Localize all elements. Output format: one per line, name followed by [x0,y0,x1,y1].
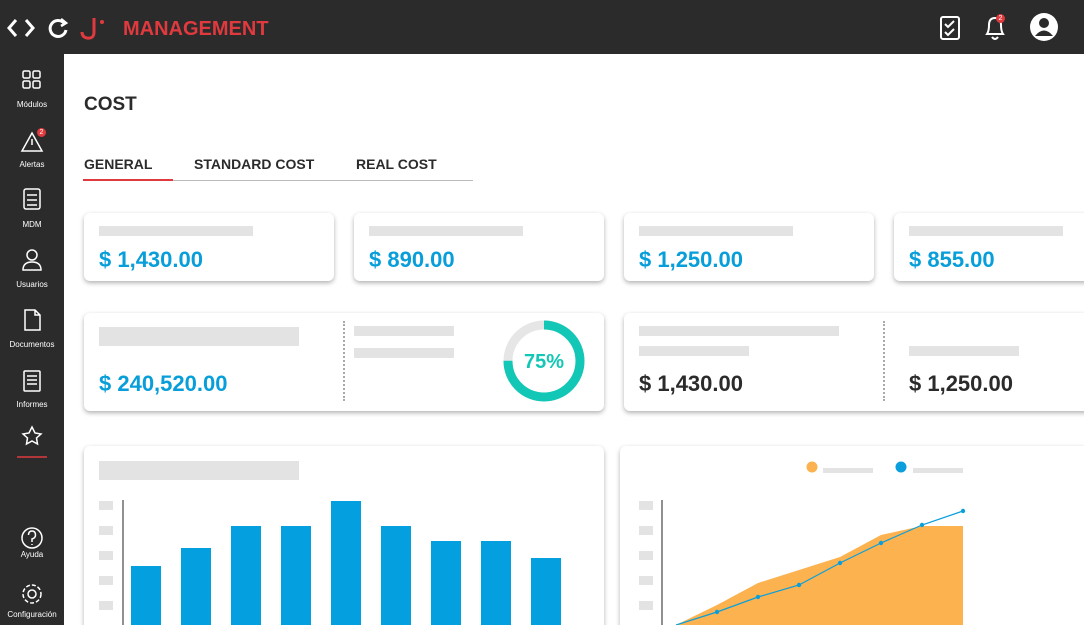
tasks-icon[interactable] [938,12,962,42]
sidebar-icons [17,70,47,604]
card-value: $ 1,430.00 [639,371,743,396]
summary-card: $ 890.00 [354,213,604,281]
sidebar-item[interactable]: Usuarios [16,280,48,289]
sidebar-item[interactable]: Alertas [19,160,45,169]
sidebar-item[interactable]: Documentos [9,340,55,349]
tab-active [83,179,173,181]
sidebar: 2 Módulos Alertas MDM Usuarios Documento… [0,54,64,625]
progress-label: 75% [524,351,565,373]
tab-rule [83,180,473,181]
card-value: $ 855.00 [909,247,995,272]
bar-chart-card [84,446,604,625]
sidebar-item[interactable]: Configuración [7,610,57,619]
bell-icon[interactable] [982,14,1008,42]
tab[interactable]: GENERAL [84,156,153,172]
tab[interactable]: STANDARD COST [194,156,315,172]
area-chart-card [620,446,1084,625]
total-card: $ 240,520.00 75% [84,313,604,411]
card-value: $ 890.00 [369,247,455,272]
sidebar-item[interactable]: Módulos [16,100,48,109]
alert-badge: 2 [37,128,46,137]
summary-card: $ 855.00 [894,213,1084,281]
nav-icons[interactable] [6,16,70,40]
page-title: COST [84,94,137,115]
logo [80,18,104,40]
profile-icon[interactable] [1029,12,1059,42]
card-value: $ 1,250.00 [909,371,1013,396]
sidebar-item[interactable]: Ayuda [20,550,44,559]
sidebar-item[interactable]: Informes [16,400,48,409]
summary-card: $ 1,430.00 [84,213,334,281]
total-value: $ 240,520.00 [99,371,228,396]
summary-card: $ 1,250.00 [624,213,874,281]
brand: MANAGEMENT [123,18,269,40]
top-bar: MANAGEMENT 2 [0,0,1084,54]
sidebar-item[interactable]: MDM [22,220,42,229]
comparison-card: $ 1,430.00 $ 1,250.00 [624,313,1084,411]
card-value: $ 1,250.00 [639,247,743,272]
notification-badge: 2 [996,14,1005,23]
card-value: $ 1,430.00 [99,247,203,272]
tab[interactable]: REAL COST [356,156,437,172]
